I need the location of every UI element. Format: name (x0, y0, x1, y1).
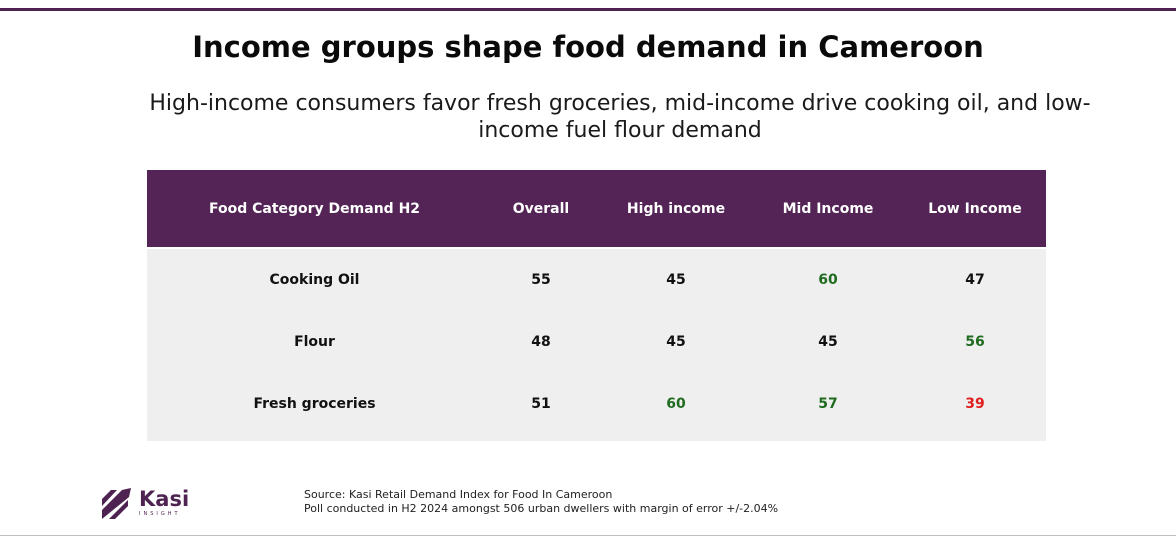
cell-low: 47 (965, 272, 985, 288)
cell-overall: 51 (531, 396, 551, 412)
logo-tagline: INSIGHT (139, 511, 181, 517)
demand-table: Food Category Demand H2 Overall High inc… (147, 170, 1046, 441)
source-note: Source: Kasi Retail Demand Index for Foo… (304, 488, 778, 516)
header-category: Food Category Demand H2 (208, 200, 421, 217)
page-subtitle: High-income consumers favor fresh grocer… (149, 91, 1091, 143)
header-low-income: Low Income (928, 200, 1022, 217)
cell-mid: 57 (818, 396, 838, 412)
poll-note-line: Poll conducted in H2 2024 amongst 506 ur… (304, 502, 779, 515)
cell-overall: 48 (531, 334, 551, 350)
kasi-logo-icon (102, 488, 131, 519)
bottom-rule (0, 535, 1176, 536)
table-body: Cooking Oil 55 45 60 47 Flour 48 45 45 5… (147, 249, 1046, 441)
cell-mid: 45 (818, 334, 838, 350)
table-row: Cooking Oil 55 45 60 47 (147, 249, 1046, 311)
cell-category: Cooking Oil (269, 272, 360, 288)
cell-high: 60 (666, 396, 686, 412)
logo-text: Kasi INSIGHT (139, 487, 190, 518)
top-rule (0, 8, 1176, 11)
table-header: Food Category Demand H2 Overall High inc… (147, 170, 1046, 247)
kasi-logo: Kasi INSIGHT (100, 486, 189, 520)
table-row: Fresh groceries 51 60 57 39 (147, 373, 1046, 435)
header-mid-income: Mid Income (782, 200, 874, 217)
cell-high: 45 (666, 334, 686, 350)
cell-category: Fresh groceries (253, 396, 376, 412)
header-overall: Overall (512, 200, 570, 217)
page-title: Income groups shape food demand in Camer… (192, 30, 984, 64)
logo-name: Kasi (139, 487, 190, 511)
cell-low: 56 (965, 334, 985, 350)
table-row: Flour 48 45 45 56 (147, 311, 1046, 373)
cell-low: 39 (965, 396, 985, 412)
cell-high: 45 (666, 272, 686, 288)
source-line: Source: Kasi Retail Demand Index for Foo… (304, 488, 613, 501)
cell-category: Flour (294, 334, 335, 350)
header-high-income: High income (626, 200, 726, 217)
cell-mid: 60 (818, 272, 838, 288)
cell-overall: 55 (531, 272, 551, 288)
